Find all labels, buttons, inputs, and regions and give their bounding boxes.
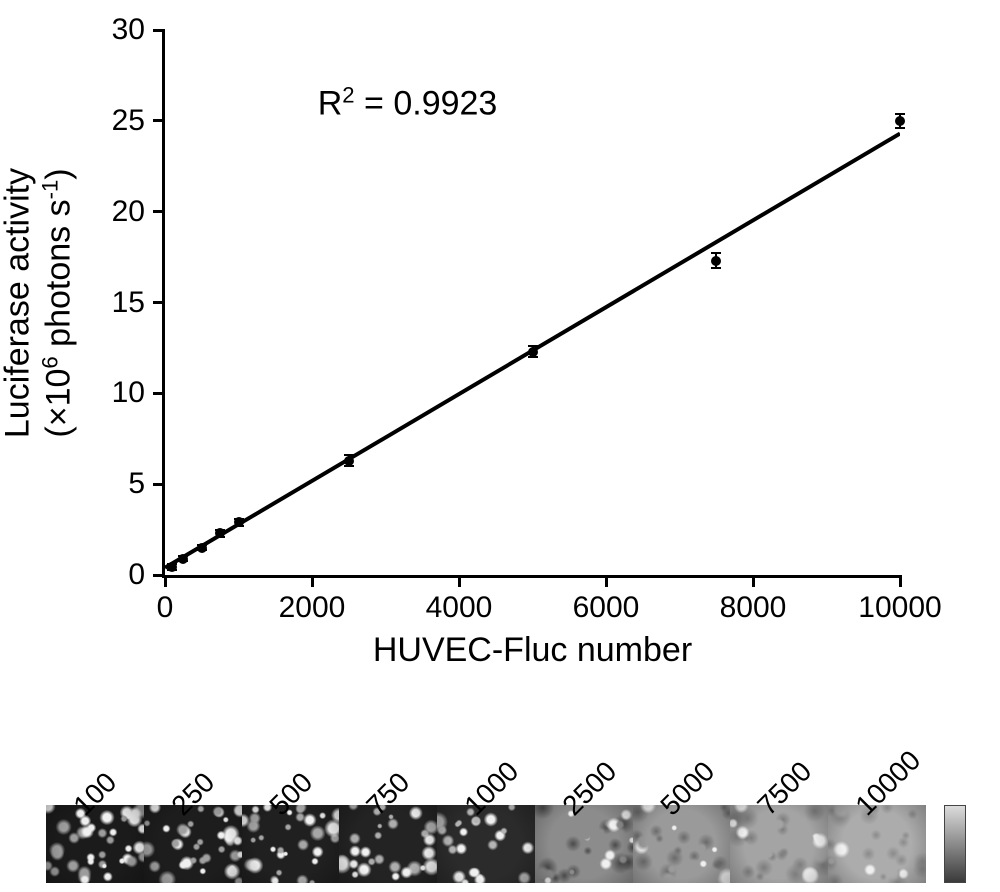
y-tick [153, 392, 165, 395]
data-point [711, 256, 721, 266]
data-point [178, 554, 188, 564]
y-tick-label: 30 [112, 13, 145, 47]
data-point [528, 347, 538, 357]
y-axis-label-line2: (×106 photons s-1) [37, 168, 78, 437]
x-tick [458, 575, 461, 587]
regression-line [165, 30, 900, 575]
x-axis-line [165, 575, 902, 578]
y-tick [153, 119, 165, 122]
error-cap [895, 127, 905, 129]
y-tick-label: 0 [128, 558, 145, 592]
data-point [895, 116, 905, 126]
y-tick [153, 301, 165, 304]
y-tick-label: 5 [128, 467, 145, 501]
x-tick-label: 8000 [720, 591, 787, 625]
x-tick-label: 6000 [573, 591, 640, 625]
x-axis-label: HUVEC-Fluc number [373, 631, 692, 670]
x-tick-label: 10000 [858, 591, 941, 625]
x-tick [899, 575, 902, 587]
y-axis-label-line1: Luciferase activity [0, 167, 38, 437]
error-cap [711, 267, 721, 269]
y-tick-label: 25 [112, 104, 145, 138]
x-tick [752, 575, 755, 587]
well-image [730, 805, 828, 883]
y-tick-label: 20 [112, 195, 145, 229]
data-point [167, 562, 177, 572]
x-tick [605, 575, 608, 587]
data-point [234, 517, 244, 527]
y-tick [153, 29, 165, 32]
data-point [197, 543, 207, 553]
x-tick [164, 575, 167, 587]
figure-root: Luciferase activity (×106 photons s-1) H… [0, 0, 1000, 892]
data-point [215, 528, 225, 538]
error-cap [895, 113, 905, 115]
y-tick [153, 210, 165, 213]
intensity-scale-bar [944, 805, 966, 883]
x-tick-label: 0 [157, 591, 174, 625]
r-squared-annotation: R2 = 0.9923 [318, 82, 498, 123]
x-tick-label: 4000 [426, 591, 493, 625]
data-point [344, 456, 354, 466]
y-axis-line [162, 30, 165, 578]
y-tick [153, 483, 165, 486]
y-tick [153, 574, 165, 577]
x-tick-label: 2000 [279, 591, 346, 625]
y-tick-label: 15 [112, 286, 145, 320]
y-tick-label: 10 [112, 376, 145, 410]
plot-area [165, 30, 900, 575]
error-cap [711, 252, 721, 254]
x-tick [311, 575, 314, 587]
